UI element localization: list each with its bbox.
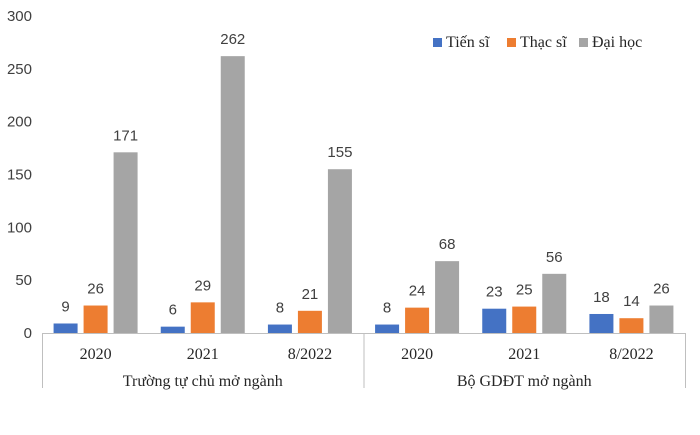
data-label: 56 [546,249,563,266]
y-tick-label: 150 [7,167,32,184]
data-label: 155 [327,144,352,161]
x-group-label: Bộ GDĐT mở ngành [457,373,592,390]
y-tick-label: 300 [7,8,32,25]
x-category-label: 2020 [401,346,433,363]
bar-tiến-sĩ-2 [267,324,292,333]
legend-label: Đại học [592,34,642,51]
x-category-label: 2021 [508,346,540,363]
data-label: 171 [113,127,138,144]
x-category-label: 2020 [80,346,112,363]
data-label: 262 [220,31,245,48]
legend-label: Thạc sĩ [520,34,567,51]
data-label: 68 [439,236,456,253]
data-label: 21 [302,286,319,303]
x-category-label: 8/2022 [288,346,332,363]
bar-tiến-sĩ-3 [375,324,400,333]
data-label: 29 [194,277,211,294]
bar-thạc-sĩ-0 [83,305,108,333]
data-label: 23 [486,284,503,301]
bar-đại-học-2 [327,169,352,333]
bar-tiến-sĩ-4 [482,308,507,333]
bar-tiến-sĩ-1 [160,326,185,333]
data-label: 26 [87,281,104,298]
bar-thạc-sĩ-2 [297,310,322,333]
data-label: 8 [383,300,391,317]
x-category-label: 8/2022 [609,346,653,363]
y-tick-label: 0 [24,325,32,342]
bar-thạc-sĩ-5 [619,318,644,333]
y-tick-label: 50 [15,272,32,289]
legend: Tiến sĩ Thạc sĩ Đại học [433,34,642,51]
data-label: 14 [623,293,640,310]
y-tick-label: 100 [7,219,32,236]
x-axis: 2020 2021 8/2022 2020 2021 8/2022 Trường tự ch… [42,333,686,390]
bar-tiến-sĩ-0 [53,323,78,333]
bar-thạc-sĩ-3 [405,307,430,333]
y-axis: 0 50 100 150 200 250 300 [7,8,32,342]
bar-đại-học-5 [649,305,674,333]
bar-đại-học-4 [542,273,567,333]
legend-label: Tiến sĩ [446,34,490,51]
x-group-label: Trường tự chủ mở ngành [123,373,283,390]
bars [53,56,674,334]
bar-đại-học-0 [113,152,138,333]
data-label: 6 [169,302,177,319]
legend-swatch [507,38,516,47]
bar-tiến-sĩ-5 [589,313,614,333]
data-label: 18 [593,289,610,306]
data-label: 8 [276,300,284,317]
y-tick-label: 200 [7,114,32,131]
bar-đại-học-3 [435,261,460,333]
bar-thạc-sĩ-4 [512,306,537,333]
bar-thạc-sĩ-1 [190,302,215,333]
data-label: 9 [61,298,69,315]
data-label: 24 [409,283,426,300]
x-category-label: 2021 [187,346,219,363]
y-tick-label: 250 [7,61,32,78]
legend-swatch [579,38,588,47]
data-labels: 9 26 171 6 29 262 8 21 155 8 24 68 23 25 56 18 14 26 [61,31,669,319]
bar-đại-học-1 [220,56,245,334]
data-label: 25 [516,282,533,299]
legend-swatch [433,38,442,47]
data-label: 26 [653,281,670,298]
